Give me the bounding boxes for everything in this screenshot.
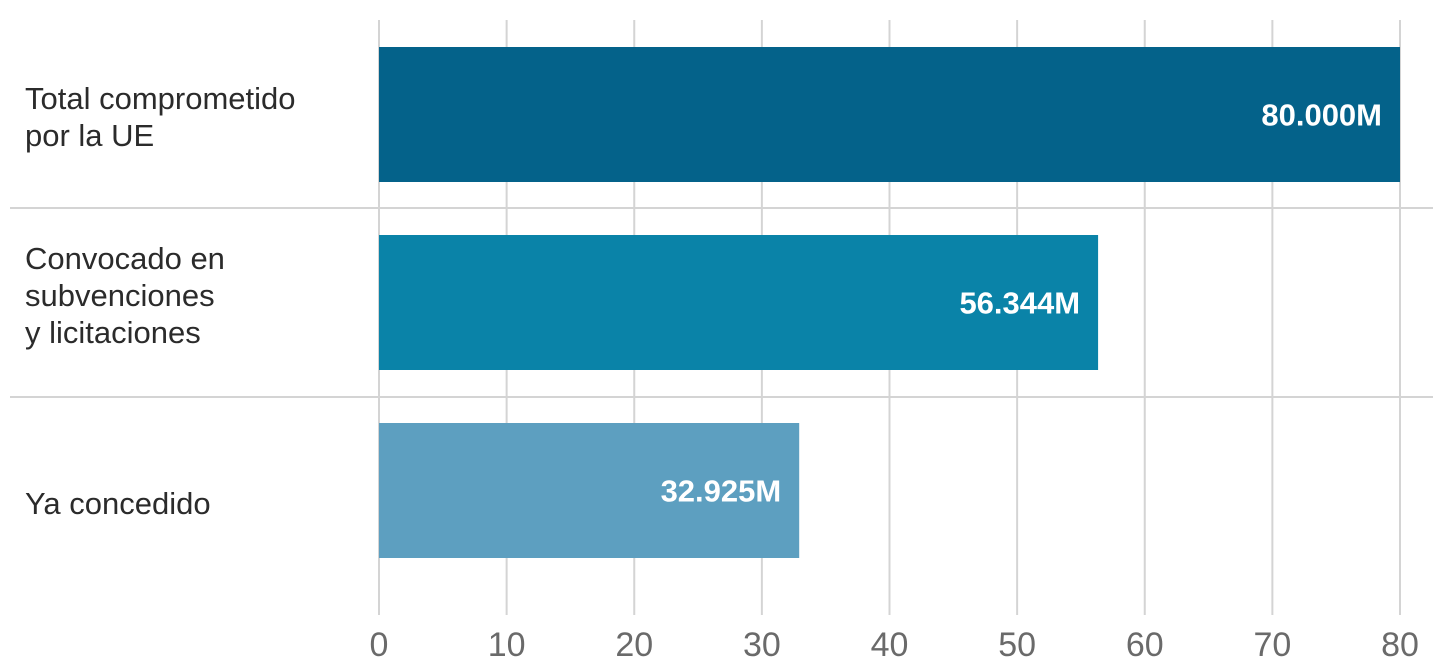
x-tick-label-5: 50 [998, 626, 1036, 664]
x-tick-label-8: 80 [1381, 626, 1419, 664]
data-label-2: 32.925M [661, 474, 782, 509]
x-tick-label-2: 20 [615, 626, 653, 664]
x-tick-label-3: 30 [743, 626, 781, 664]
category-label-convocado: Convocado en subvenciones y licitaciones [25, 241, 225, 350]
bar-1 [379, 235, 1099, 370]
category-label-total: Total comprometido por la UE [25, 81, 296, 153]
bar-2 [379, 423, 800, 558]
x-tick-label-0: 0 [370, 626, 389, 664]
x-tick-label-1: 10 [488, 626, 526, 664]
data-label-0: 80.000M [1261, 98, 1382, 133]
bar-0 [379, 47, 1400, 182]
x-tick-label-7: 70 [1253, 626, 1291, 664]
x-tick-label-6: 60 [1126, 626, 1164, 664]
category-label-concedido: Ya concedido [25, 486, 211, 521]
data-label-1: 56.344M [959, 286, 1080, 321]
x-tick-label-4: 40 [871, 626, 909, 664]
